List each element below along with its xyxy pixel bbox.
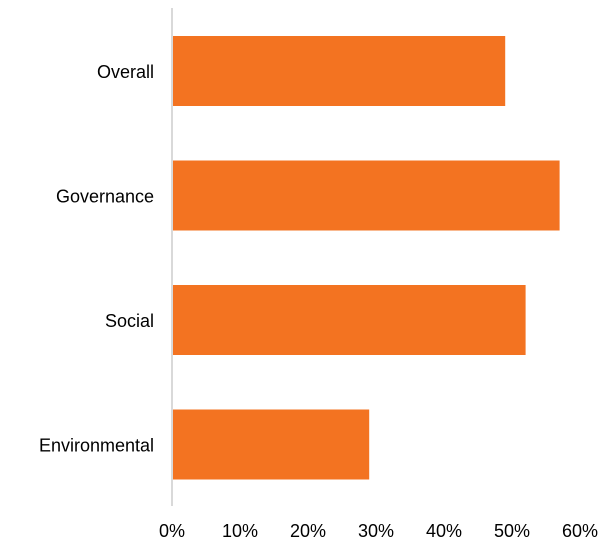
category-label-environmental: Environmental xyxy=(39,436,154,456)
bar-governance xyxy=(172,160,560,231)
bar-social xyxy=(172,285,526,355)
bar-environmental xyxy=(172,409,370,480)
x-tick-label: 40% xyxy=(426,521,462,541)
category-labels: Overall Governance Social Environmental xyxy=(39,62,154,456)
x-tick-label: 60% xyxy=(562,521,598,541)
x-tick-label: 10% xyxy=(222,521,258,541)
x-tick-label: 0% xyxy=(159,521,185,541)
x-tick-label: 30% xyxy=(358,521,394,541)
category-label-overall: Overall xyxy=(97,62,154,82)
x-tick-labels: 0% 10% 20% 30% 40% 50% 60% xyxy=(159,521,598,541)
x-tick-label: 20% xyxy=(290,521,326,541)
bar-overall xyxy=(172,36,506,106)
category-label-social: Social xyxy=(105,311,154,331)
category-label-governance: Governance xyxy=(56,187,154,207)
bars-group xyxy=(172,36,560,480)
x-tick-label: 50% xyxy=(494,521,530,541)
